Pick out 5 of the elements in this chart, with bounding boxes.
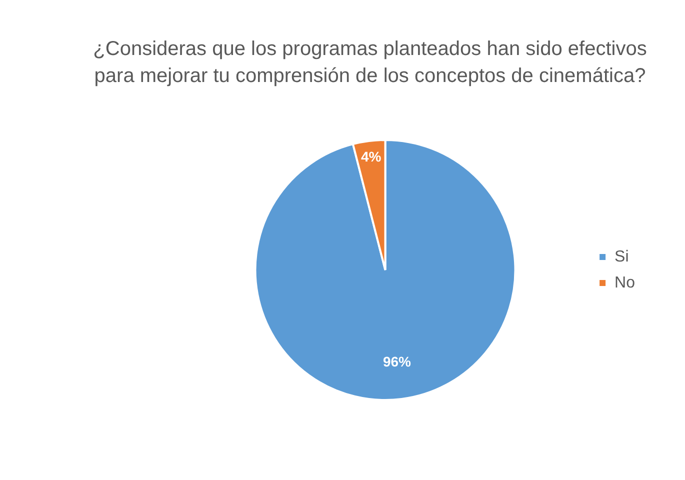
- data-label: 96%: [382, 354, 412, 370]
- legend-label: Si: [614, 248, 629, 266]
- data-label: 4%: [360, 148, 382, 165]
- chart-title: ¿Consideras que los programas planteados han sido efectivos para mejorar tu comprensión de los conceptos de cinemática?: [92, 37, 648, 89]
- legend-label: No: [614, 274, 636, 292]
